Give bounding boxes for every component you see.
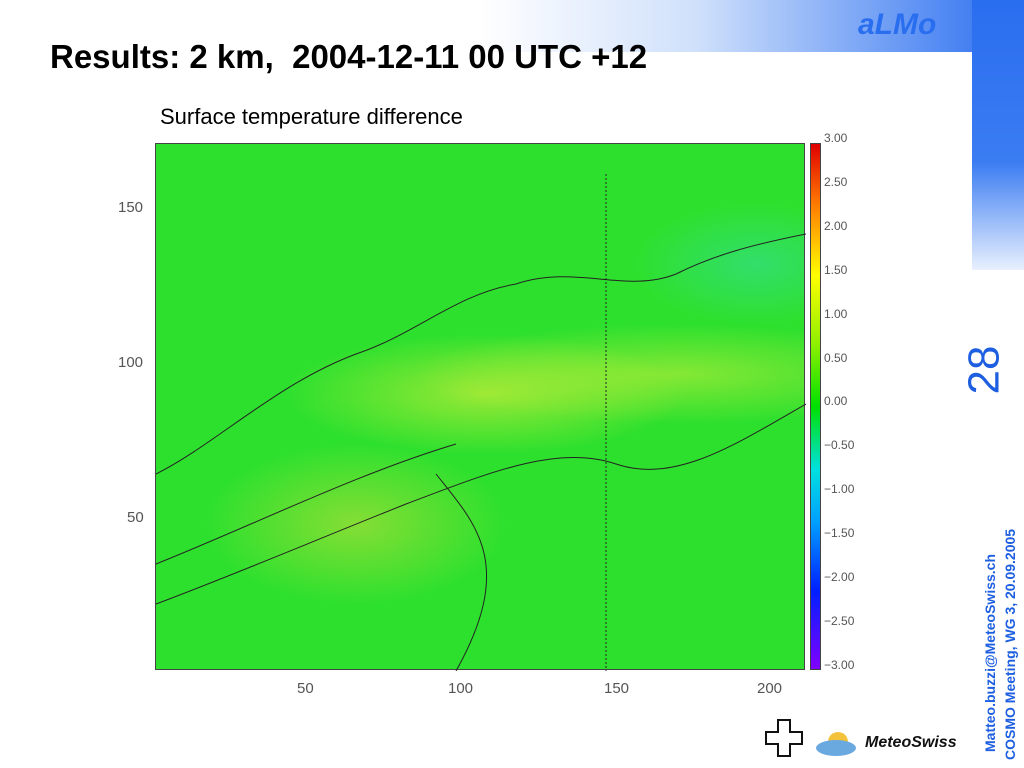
colorbar-tick-label: 0.50 — [824, 350, 848, 365]
header-band — [480, 0, 1024, 52]
colorbar-tick-label: 2.50 — [824, 174, 848, 189]
colorbar-tick-label: 3.00 — [824, 131, 848, 145]
colorbar-tick-label: −2.00 — [824, 570, 855, 584]
colorbar-tick-label: 0.00 — [824, 394, 848, 409]
colorbar-tick-label: 1.00 — [824, 306, 848, 321]
borders — [156, 174, 806, 671]
colorbar — [810, 143, 821, 670]
colorbar-tick-label: −3.00 — [824, 657, 855, 672]
slide-title: Results: 2 km, 2004-12-11 00 UTC +12 — [50, 38, 648, 75]
heatmap — [155, 143, 806, 671]
x-tick-label: 150 — [604, 680, 630, 697]
x-tick-label: 200 — [757, 680, 783, 697]
logo-text: MeteoSwiss — [865, 734, 957, 751]
brand: aLMo — [858, 8, 937, 41]
x-tick-label: 50 — [297, 680, 314, 697]
colorbar-tick-label: −1.00 — [824, 482, 855, 497]
logo-icon — [765, 719, 856, 757]
y-tick-label: 100 — [118, 354, 144, 371]
colorbar-tick-label: 2.00 — [824, 218, 848, 233]
colorbar-tick-label: 1.50 — [824, 262, 848, 277]
figure-title: Surface temperature difference — [160, 104, 463, 129]
y-tick-label: 150 — [118, 199, 144, 216]
x-tick-label: 100 — [448, 680, 474, 697]
side-band — [972, 0, 1024, 270]
colorbar-tick-label: −0.50 — [824, 438, 855, 453]
y-tick-label: 50 — [127, 509, 144, 526]
colorbar-tick-label: −1.50 — [824, 526, 855, 541]
colorbar-tick-label: −2.50 — [824, 613, 855, 628]
email: Matteo.buzzi@MeteoSwiss.ch — [982, 553, 998, 752]
meeting: COSMO Meeting, WG 3, 20.09.2005 — [1002, 528, 1018, 760]
slide-number: 28 — [959, 345, 1009, 395]
